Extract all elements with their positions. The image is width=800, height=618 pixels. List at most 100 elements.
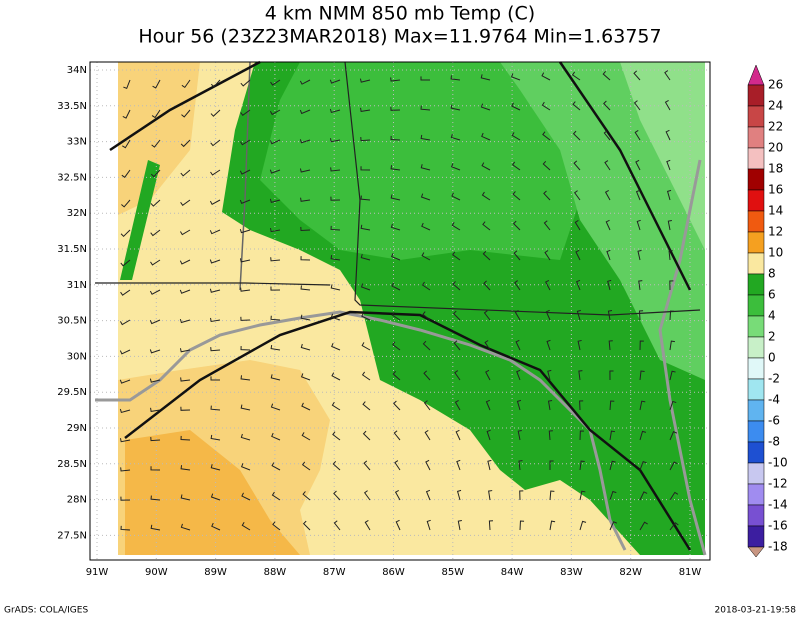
wind-barb xyxy=(150,524,161,531)
subtitle: Hour 56 (23Z23MAR2018) Max=11.9764 Min=1… xyxy=(138,26,661,48)
wind-barb xyxy=(511,132,521,141)
wind-barb xyxy=(639,340,644,351)
lat-label: 29.5N xyxy=(57,387,87,398)
wind-barb xyxy=(241,492,251,501)
wind-barb xyxy=(329,108,341,114)
wind-barb xyxy=(240,346,251,351)
wind-barb xyxy=(301,461,311,471)
wind-barb xyxy=(149,378,161,383)
title: 4 km NMM 850 mb Temp (C) xyxy=(265,3,535,25)
wind-barb xyxy=(121,169,131,178)
wind-barb xyxy=(390,135,401,141)
wind-barb xyxy=(149,289,161,295)
wind-barb xyxy=(270,79,281,86)
lon-label: 89W xyxy=(204,567,227,578)
lon-label: 87W xyxy=(323,567,346,578)
wind-barb xyxy=(549,520,556,531)
wind-barb xyxy=(151,139,161,148)
wind-barb xyxy=(209,199,221,206)
wind-barb xyxy=(607,310,613,321)
colorbar-triangle xyxy=(747,546,765,558)
wind-barb xyxy=(391,282,401,291)
wind-barb xyxy=(456,489,462,501)
wind-barb xyxy=(181,109,191,118)
wind-barb xyxy=(269,198,281,203)
wind-barb xyxy=(669,340,675,351)
wind-barb xyxy=(150,495,161,501)
wind-barb xyxy=(669,431,678,441)
wind-barb xyxy=(180,435,191,441)
wind-barb xyxy=(669,491,679,501)
wind-barb xyxy=(578,370,583,381)
wind-barb xyxy=(420,164,431,171)
wind-barb xyxy=(360,195,371,201)
wind-barb xyxy=(363,460,371,471)
wind-barb xyxy=(333,490,341,501)
wind-barb xyxy=(179,348,191,353)
wind-barb xyxy=(510,73,521,81)
wind-barb xyxy=(669,370,676,381)
wind-barb xyxy=(330,284,341,291)
lat-label: 31N xyxy=(67,280,87,291)
wind-barb xyxy=(239,199,251,205)
wind-barb xyxy=(485,369,491,381)
wind-barb xyxy=(579,490,586,501)
wind-barb xyxy=(180,523,191,531)
colorbar-label: -10 xyxy=(768,456,788,470)
wind-barb xyxy=(331,401,341,411)
wind-barb xyxy=(362,430,371,441)
wind-barb xyxy=(329,138,341,143)
lon-label: 83W xyxy=(560,567,583,578)
wind-barb xyxy=(395,519,401,531)
wind-barb xyxy=(512,191,521,201)
wind-barb xyxy=(635,159,641,171)
wind-barb xyxy=(637,249,642,261)
wind-barb xyxy=(361,312,371,321)
wind-barb xyxy=(579,430,584,441)
wind-barb xyxy=(149,349,161,354)
wind-barb xyxy=(180,406,191,411)
wind-barb xyxy=(179,229,191,236)
wind-barb xyxy=(451,222,461,231)
wind-barb xyxy=(488,520,494,531)
wind-barb xyxy=(210,434,221,441)
colorbar-label: -6 xyxy=(768,414,780,428)
wind-barb xyxy=(457,519,462,531)
colorbar-label: 26 xyxy=(768,78,783,92)
wind-barb xyxy=(393,400,401,411)
wind-barb xyxy=(393,430,401,441)
wind-barb xyxy=(421,281,431,291)
wind-barb xyxy=(210,376,221,381)
colorbar-box xyxy=(747,210,765,233)
wind-barb xyxy=(667,219,672,231)
wind-barb xyxy=(456,459,461,471)
wind-barb xyxy=(152,79,161,89)
colorbar-box xyxy=(747,273,765,296)
wind-barb xyxy=(330,255,341,261)
wind-barb xyxy=(422,340,431,351)
wind-barb xyxy=(120,289,131,296)
wind-barb xyxy=(609,430,616,441)
wind-barb xyxy=(423,370,431,381)
colorbar-triangle xyxy=(747,64,765,86)
wind-barb xyxy=(150,229,161,237)
wind-barb xyxy=(577,339,582,351)
colorbar-box xyxy=(747,525,765,548)
wind-barb xyxy=(150,169,161,178)
wind-barb xyxy=(518,460,523,471)
wind-barb xyxy=(420,105,431,111)
map-frame xyxy=(89,61,711,561)
wind-barb xyxy=(633,100,641,111)
colorbar-label: -4 xyxy=(768,393,780,407)
wind-barb xyxy=(119,438,131,443)
wind-barb xyxy=(150,407,161,412)
wind-barb xyxy=(638,280,643,291)
temp-10-12 xyxy=(118,62,200,215)
wind-barb xyxy=(392,371,401,381)
wind-barb xyxy=(484,340,491,351)
wind-barb xyxy=(180,465,191,471)
wind-barb xyxy=(573,190,581,201)
wind-barb xyxy=(481,162,491,171)
wind-barb xyxy=(669,310,675,321)
lon-label: 85W xyxy=(441,567,464,578)
